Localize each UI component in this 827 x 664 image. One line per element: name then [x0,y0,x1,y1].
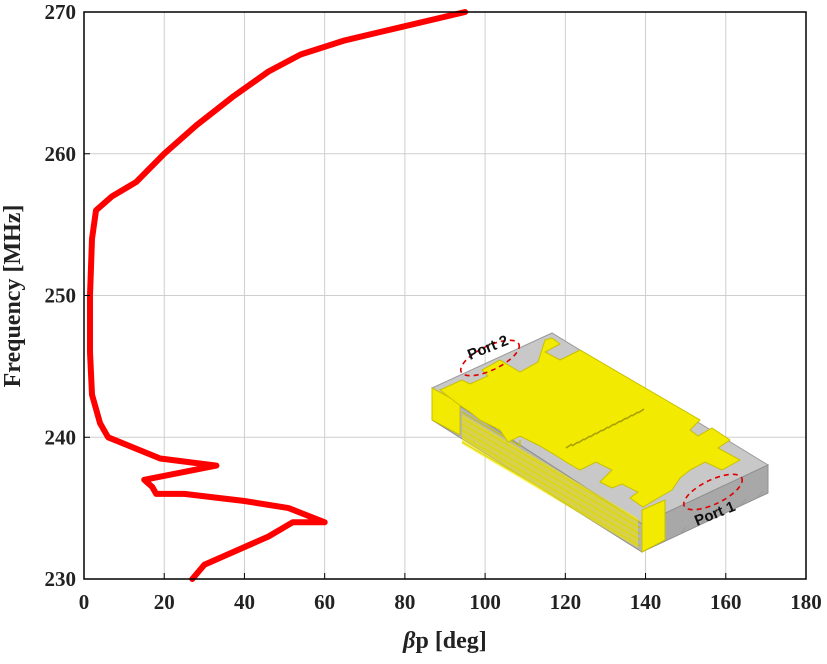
x-tick-label: 80 [394,590,415,614]
x-tick-label: 100 [469,590,501,614]
x-axis-label-beta: β [402,628,416,654]
x-tick-label: 0 [79,590,90,614]
x-tick-label: 140 [630,590,662,614]
x-tick-label: 60 [314,590,335,614]
y-tick-label: 270 [45,0,77,24]
x-tick-label: 20 [154,590,175,614]
y-tick-label: 250 [45,284,77,308]
pad-left-front [641,499,666,553]
y-tick-label: 260 [45,142,77,166]
grid [84,12,806,579]
series-layer [87,9,469,582]
right-face-hatching [679,490,764,535]
port-2-marker [459,339,521,377]
top-yellow-pattern [439,337,742,508]
x-tick-label: 120 [550,590,582,614]
x-axis-label: βp [deg] [402,628,487,654]
x-tick-label: 160 [710,590,742,614]
tick-labels: 0 20 40 60 80 100 120 140 160 180 230 240 250 260 270 [45,0,822,614]
device-inset-illustration: Port 2 Port 1 [430,332,770,553]
meander-pattern [565,408,645,449]
left-face-yellow-fill [462,414,638,548]
series-line [87,9,469,582]
x-axis-label-rest: p [deg] [415,628,486,654]
y-tick-label: 240 [45,425,77,449]
x-tick-label: 180 [790,590,822,614]
x-tick-label: 40 [234,590,255,614]
port-1-marker [682,473,744,511]
y-axis-label: Frequency [MHz] [0,205,26,388]
y-tick-label: 230 [45,567,77,591]
